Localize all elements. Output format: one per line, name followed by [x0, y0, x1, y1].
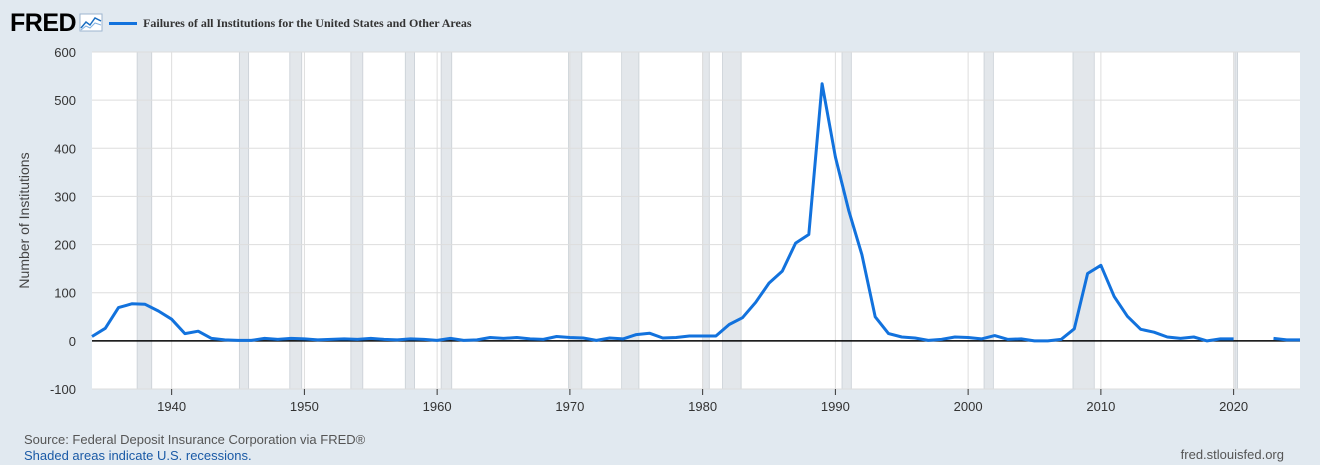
y-tick-label: 600 [54, 45, 76, 60]
recession-band [841, 51, 852, 390]
x-tick-label: 2020 [1219, 399, 1248, 414]
recession-band [238, 51, 250, 390]
series-line [91, 82, 1300, 343]
recession-band [702, 51, 710, 390]
y-axis-label: Number of Institutions [16, 152, 32, 288]
fred-chart-icon [79, 13, 103, 32]
x-tick-label: 1950 [290, 399, 319, 414]
recession-band [722, 51, 742, 390]
recession-band [136, 51, 153, 390]
y-tick-label: 200 [54, 238, 76, 253]
line-chart: -100 0 100 200 300 400 500 600 1940 1950 1960 1970… [16, 45, 1300, 414]
y-axis-ticks: -100 0 100 200 300 400 500 600 [50, 45, 76, 397]
y-tick-label: 0 [69, 334, 76, 349]
chart-title: Failures of all Institutions for the Uni… [143, 15, 472, 30]
series-failures [91, 82, 1300, 343]
x-axis-ticks: 1940 1950 1960 1970 1980 1990 2000 2010 2020 [157, 389, 1248, 414]
x-tick-label: 1980 [688, 399, 717, 414]
footer-notes: Source: Federal Deposit Insurance Corpor… [24, 432, 365, 464]
x-tick-label: 1970 [555, 399, 584, 414]
chart-header: FRED Failures of all Institutions for th… [10, 8, 472, 38]
y-tick-label: -100 [50, 382, 76, 397]
recession-shading [136, 51, 1239, 390]
y-tick-label: 400 [54, 141, 76, 156]
x-tick-label: 2010 [1086, 399, 1115, 414]
y-tick-label: 100 [54, 286, 76, 301]
fred-logo[interactable]: FRED [10, 8, 77, 37]
recession-band [1072, 51, 1095, 390]
x-tick-label: 1960 [423, 399, 452, 414]
legend-swatch [109, 21, 138, 25]
y-tick-label: 500 [54, 93, 76, 108]
recession-band [1234, 51, 1239, 390]
y-tick-label: 300 [54, 189, 76, 204]
recession-note-link[interactable]: Shaded areas indicate U.S. recessions. [24, 448, 252, 463]
x-tick-label: 1940 [157, 399, 186, 414]
site-link[interactable]: fred.stlouisfed.org [1180, 447, 1284, 462]
x-tick-label: 2000 [954, 399, 983, 414]
x-tick-label: 1990 [821, 399, 850, 414]
source-note: Source: Federal Deposit Insurance Corpor… [24, 432, 366, 447]
